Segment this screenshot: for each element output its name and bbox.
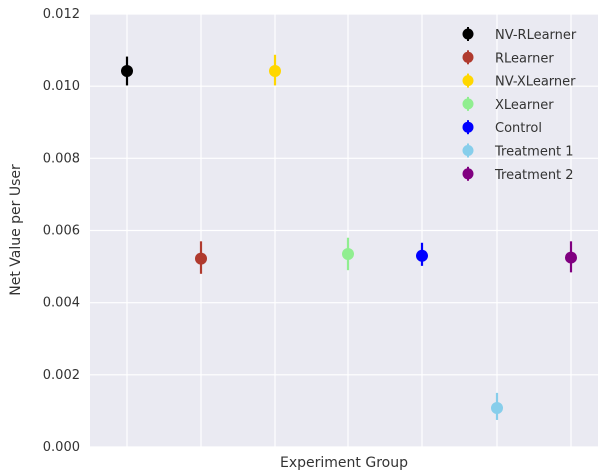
legend: NV-RLearner RLearner NV-XLearner XLearner Co… bbox=[462, 27, 577, 183]
legend-label: Treatment 2 bbox=[494, 168, 574, 183]
data-point bbox=[269, 65, 281, 78]
data-point bbox=[565, 251, 577, 264]
data-point bbox=[121, 65, 133, 78]
legend-item: NV-RLearner bbox=[462, 27, 577, 43]
legend-marker bbox=[462, 168, 474, 180]
data-point bbox=[491, 402, 503, 415]
legend-label: RLearner bbox=[495, 51, 554, 66]
y-tick-label: 0.006 bbox=[43, 224, 80, 239]
legend-marker bbox=[462, 51, 474, 63]
legend-marker bbox=[462, 98, 474, 110]
data-point bbox=[416, 249, 428, 262]
legend-item: Control bbox=[462, 120, 542, 136]
legend-item: Treatment 1 bbox=[462, 143, 574, 160]
series-point-group bbox=[342, 237, 354, 271]
legend-label: Treatment 1 bbox=[494, 145, 574, 160]
data-point bbox=[195, 252, 207, 265]
series-point-group bbox=[565, 241, 577, 273]
legend-item: XLearner bbox=[462, 96, 554, 113]
legend-marker bbox=[462, 75, 474, 87]
legend-item: RLearner bbox=[462, 50, 554, 66]
legend-label: NV-RLearner bbox=[495, 28, 577, 43]
y-tick-label: 0.012 bbox=[43, 7, 80, 22]
series-point-group bbox=[121, 56, 133, 86]
legend-item: NV-XLearner bbox=[462, 73, 576, 90]
legend-label: XLearner bbox=[495, 98, 554, 113]
legend-item: Treatment 2 bbox=[462, 166, 574, 183]
legend-label: Control bbox=[495, 121, 542, 136]
legend-marker bbox=[462, 121, 474, 133]
series-point-group bbox=[491, 392, 503, 420]
y-tick-label: 0.000 bbox=[43, 440, 80, 455]
series-point-group bbox=[416, 242, 428, 266]
y-tick-labels: 0.000 0.002 0.004 0.006 0.008 0.010 0.012 bbox=[43, 7, 80, 455]
series-point-group bbox=[195, 241, 207, 274]
x-gridlines bbox=[126, 14, 572, 447]
y-axis-label: Net Value per User bbox=[8, 164, 24, 296]
x-axis-label: Experiment Group bbox=[280, 455, 408, 471]
y-tick-label: 0.010 bbox=[43, 79, 80, 94]
data-point bbox=[342, 247, 354, 260]
y-tick-label: 0.004 bbox=[43, 296, 80, 311]
legend-marker bbox=[462, 28, 474, 40]
y-tick-label: 0.002 bbox=[43, 368, 80, 383]
legend-label: NV-XLearner bbox=[495, 75, 576, 90]
series-point-group bbox=[269, 54, 281, 86]
y-gridlines bbox=[90, 13, 598, 448]
y-tick-label: 0.008 bbox=[43, 151, 80, 166]
data-marks bbox=[121, 54, 577, 420]
legend-marker bbox=[462, 145, 474, 156]
